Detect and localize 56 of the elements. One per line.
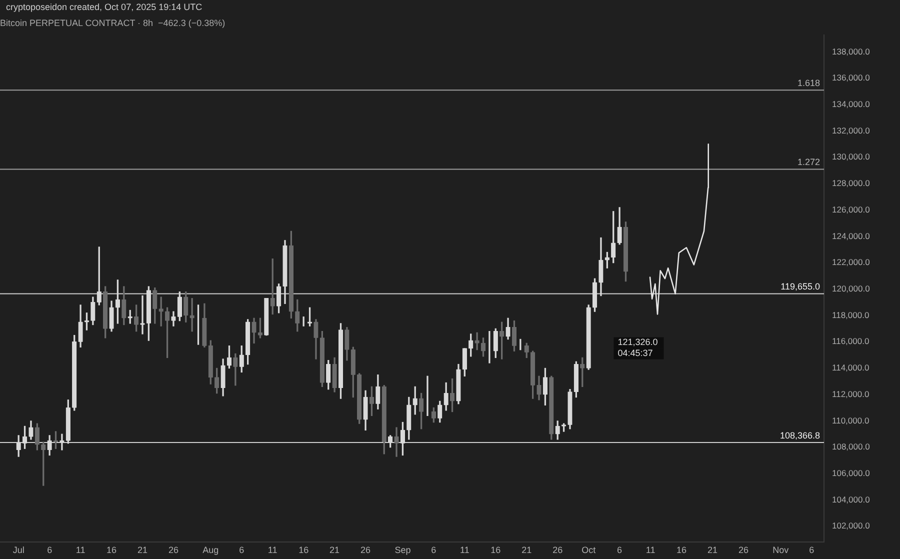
y-tick-label: 108,000.0	[832, 442, 870, 452]
candlestick	[190, 298, 194, 332]
x-tick-label: 11	[76, 545, 86, 556]
y-tick-label: 134,000.0	[832, 98, 870, 109]
y-tick-label: 128,000.0	[832, 178, 870, 188]
x-tick-label: 26	[552, 545, 563, 556]
y-tick-label: 116,000.0	[832, 336, 870, 346]
x-tick-label: Jul	[12, 545, 24, 556]
y-tick-label: 136,000.0	[832, 72, 870, 83]
x-tick-label: 16	[490, 545, 501, 556]
y-tick-label: 126,000.0	[832, 204, 870, 214]
y-tick-label: 110,000.0	[832, 415, 870, 426]
x-tick-label: 6	[239, 545, 244, 556]
ref-line-label: 108,366.8	[780, 430, 820, 440]
x-tick-label: 11	[646, 545, 656, 556]
y-tick-label: 132,000.0	[832, 125, 870, 136]
annotation: 1.618	[797, 78, 820, 88]
x-tick-label: 26	[168, 545, 178, 556]
x-tick-label: 16	[106, 545, 117, 556]
x-tick-label: 16	[298, 545, 309, 556]
chart-title: Bitcoin PERPETUAL CONTRACT · 8h −462.3 (−0.38%)	[0, 18, 226, 28]
x-tick-label: 11	[268, 545, 278, 556]
text: cryptoposeidon created, Oct 07, 2025 19:14 UTC	[6, 2, 202, 12]
x-tick-label: 6	[809, 545, 814, 556]
ref-line-label: 119,655.0	[780, 282, 820, 292]
x-tick-label: 21	[522, 545, 532, 556]
y-tick-label: 130,000.0	[832, 152, 870, 162]
annotation: 121,326.0	[618, 337, 658, 348]
x-tick-label: 6	[431, 545, 436, 556]
x-tick-label: 11	[460, 545, 470, 556]
x-tick-label: 26	[738, 545, 748, 556]
y-tick-label: 102,000.0	[832, 520, 870, 531]
y-tick-label: 118,000.0	[832, 310, 870, 320]
x-tick-label: 21	[330, 545, 340, 556]
y-tick-label: 106,000.0	[832, 468, 870, 478]
candlestick	[474, 332, 480, 350]
y-tick-label: 114,000.0	[832, 362, 870, 373]
x-tick-label: 21	[137, 545, 148, 556]
annotation: 1.272	[797, 157, 820, 168]
candlestick	[394, 427, 399, 457]
x-tick-label: 6	[47, 545, 52, 556]
y-tick-label: 104,000.0	[832, 494, 870, 504]
y-tick-label: 138,000.0	[832, 46, 870, 56]
y-tick-label: 120,000.0	[832, 284, 870, 294]
x-tick-label: 6	[617, 545, 622, 556]
y-tick-label: 112,000.0	[832, 388, 870, 399]
x-tick-label: Oct	[582, 545, 596, 556]
y-tick-label: 124,000.0	[832, 230, 870, 241]
x-tick-label: 16	[676, 545, 687, 556]
x-tick-label: 21	[707, 545, 718, 556]
x-tick-label: 26	[360, 545, 371, 556]
annotation: 04:45:37	[618, 348, 653, 358]
x-tick-label: Nov	[772, 545, 790, 556]
x-tick-label: Sep	[394, 545, 411, 556]
y-tick-label: 122,000.0	[832, 257, 870, 268]
x-tick-label: Aug	[202, 545, 219, 556]
